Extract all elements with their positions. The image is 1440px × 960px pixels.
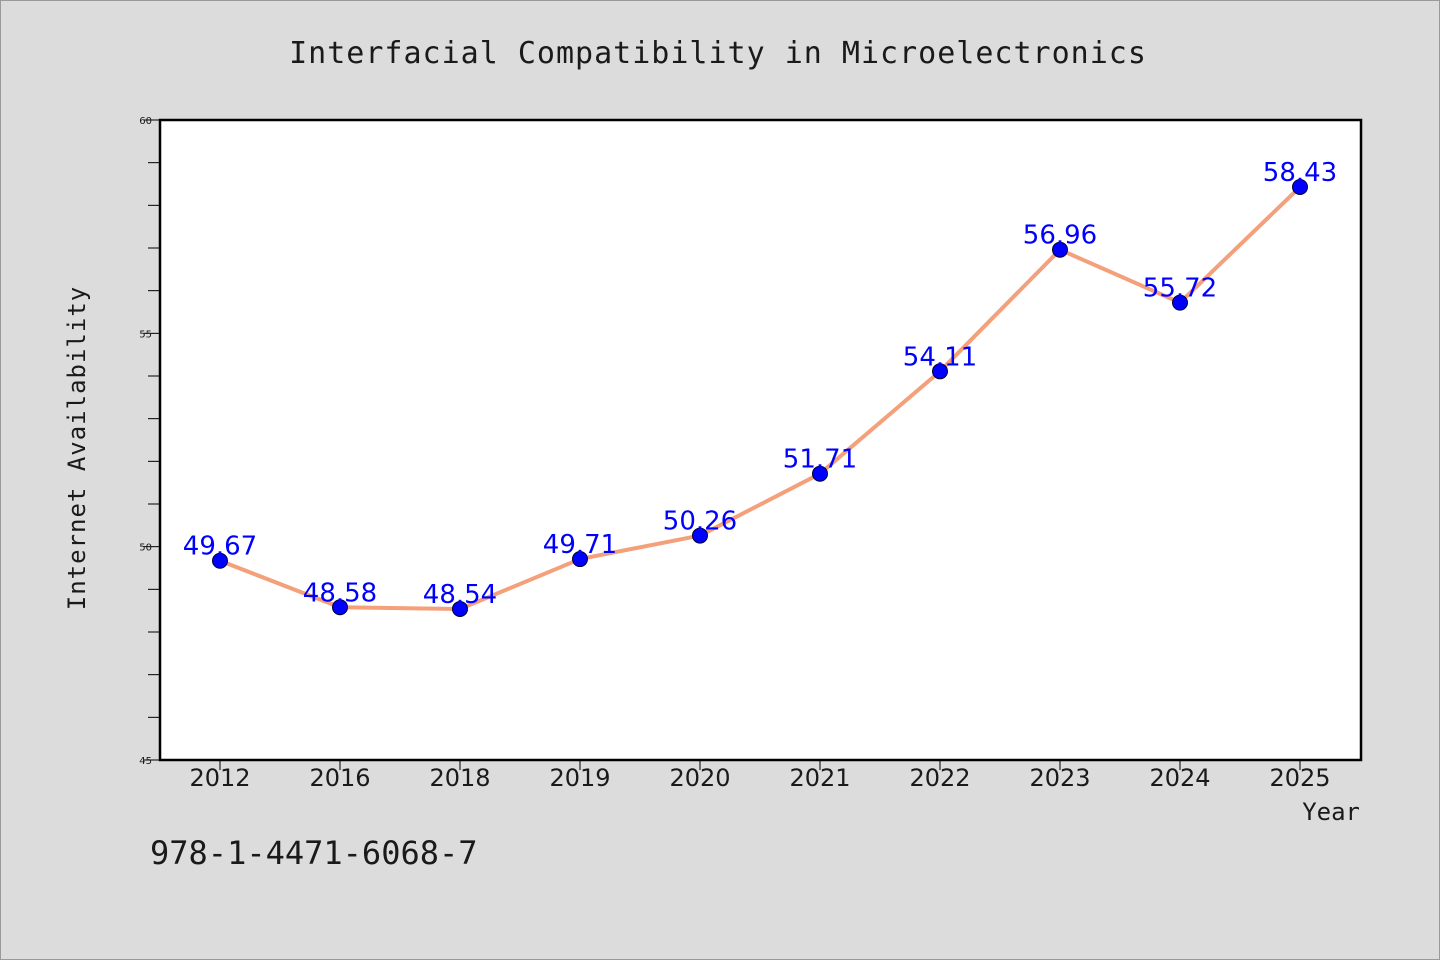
data-point	[212, 552, 228, 569]
data-point	[332, 599, 348, 616]
data-label: 50.26	[663, 507, 737, 537]
series-line	[219, 185, 1302, 611]
y-tick-label: 55	[139, 329, 152, 340]
x-tick-label: 2023	[1029, 764, 1090, 792]
y-tick-label: 45	[139, 756, 152, 767]
data-point	[572, 551, 588, 568]
plot-area	[160, 120, 1361, 760]
data-point	[452, 600, 468, 617]
x-tick-label: 2012	[189, 764, 250, 792]
data-label: 49.67	[183, 532, 257, 562]
data-label: 54.11	[903, 342, 977, 372]
y-tick-label: 50	[139, 543, 152, 554]
x-tick-label: 2019	[549, 764, 610, 792]
x-axis-label: Year	[1302, 798, 1360, 826]
chart-title: Interfacial Compatibility in Microelectr…	[289, 36, 1147, 71]
x-tick-label: 2018	[429, 764, 490, 792]
y-ticks: 45 50 55 60	[139, 116, 160, 767]
data-label: 48.54	[423, 580, 497, 610]
x-tick-label: 2020	[669, 764, 730, 792]
data-point	[812, 465, 828, 482]
data-point	[1052, 241, 1068, 258]
data-point	[1292, 178, 1308, 195]
data-label: 51.71	[783, 445, 857, 475]
x-tick-label: 2025	[1269, 764, 1330, 792]
data-point	[692, 527, 708, 544]
data-point	[932, 363, 948, 380]
x-tick-label: 2022	[909, 764, 970, 792]
data-label: 49.71	[543, 530, 617, 560]
data-label: 58.43	[1263, 158, 1337, 188]
data-point	[1172, 294, 1188, 311]
x-tick-label: 2021	[789, 764, 850, 792]
x-ticks: 2012 2016 2018 2019 2020 2021 2022 2023 2024 2025	[189, 760, 1331, 792]
isbn-text: 978-1-4471-6068-7	[150, 834, 478, 872]
x-tick-label: 2016	[309, 764, 370, 792]
plot-border	[158, 118, 1363, 762]
data-label: 55.72	[1143, 274, 1217, 304]
series-group: 49.67 48.58 48.54 49.71 50.26 51.71 54.11 56.96…	[183, 158, 1337, 617]
data-label: 48.58	[303, 578, 377, 608]
data-label: 56.96	[1023, 221, 1097, 251]
x-tick-label: 2024	[1149, 764, 1210, 792]
y-axis-label: Internet Availability	[63, 286, 91, 610]
y-tick-label: 60	[139, 116, 152, 127]
